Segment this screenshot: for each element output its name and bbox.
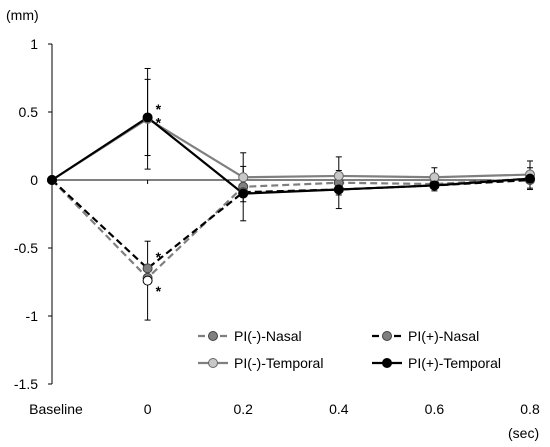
x-tick-label: 0.4 [329, 401, 349, 417]
y-tick-label: 0 [30, 172, 38, 188]
data-point [142, 112, 153, 123]
x-tick-label: 0 [144, 401, 152, 417]
legend-label: PI(-)-Temporal [234, 355, 323, 371]
series-line-3 [51, 116, 531, 195]
x-tick-label: 0.6 [425, 401, 445, 417]
legend-marker [208, 358, 218, 368]
significance-star: * [156, 249, 162, 265]
x-tick-label: 0.8 [520, 401, 540, 417]
data-point [142, 275, 153, 286]
y-axis-ticks: 1 0.5 0 -0.5 -1 -1.5 [14, 36, 52, 392]
data-point [525, 173, 535, 184]
series-line-1 [51, 178, 531, 270]
legend-marker [382, 358, 392, 368]
series-lines [51, 116, 531, 280]
x-tick-label: 0.2 [233, 401, 253, 417]
significance-star: * [156, 115, 162, 131]
significance-star: * [156, 283, 162, 299]
series-line-2 [51, 117, 531, 181]
data-point [429, 172, 440, 183]
y-tick-label: 1 [30, 36, 38, 52]
y-axis-unit-label: (mm) [6, 7, 39, 23]
data-point [333, 170, 344, 181]
data-point [333, 184, 344, 195]
significance-annotations: **** [156, 101, 162, 299]
legend-label: PI(-)-Nasal [234, 328, 302, 344]
data-point [142, 263, 153, 274]
data-point [47, 175, 57, 185]
legend-label: PI(+)-Temporal [408, 355, 501, 371]
y-tick-label: -0.5 [14, 240, 38, 256]
legend-marker [382, 331, 392, 341]
series-line-0 [51, 177, 531, 280]
legend: PI(-)-Nasal PI(+)-Nasal PI(-)-Temporal PI(+… [198, 328, 501, 371]
y-tick-label: -1.5 [14, 376, 38, 392]
significance-star: * [156, 101, 162, 117]
legend-marker [208, 331, 218, 341]
x-tick-label: Baseline [29, 401, 83, 417]
legend-label: PI(+)-Nasal [408, 328, 479, 344]
y-tick-label: 0.5 [19, 104, 39, 120]
series-markers [47, 112, 535, 286]
data-point [429, 180, 440, 191]
x-axis-unit-label: (sec) [508, 425, 539, 441]
x-axis-ticks: Baseline 0 0.2 0.4 0.6 0.8 [29, 180, 540, 417]
y-tick-label: -1 [26, 308, 39, 324]
axes [51, 44, 530, 384]
data-point [238, 188, 249, 199]
data-point [238, 172, 249, 183]
